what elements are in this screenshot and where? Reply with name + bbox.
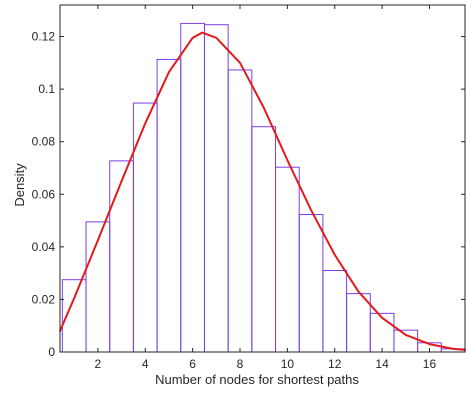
x-tick-label: 2 <box>95 357 102 371</box>
y-tick-label: 0.02 <box>32 292 56 306</box>
histogram-bar-4 <box>132 102 158 353</box>
y-tick-label: 0.12 <box>32 30 56 44</box>
y-tick-label: 0.06 <box>32 187 56 201</box>
histogram-bar-8 <box>227 69 253 353</box>
y-tick-label: 0.1 <box>38 82 55 96</box>
axes: 2 4 6 8 10 12 14 16 0 0.02 0.04 0.06 0.08 0.1 0.12 <box>32 4 466 371</box>
histogram-bar-6 <box>180 22 205 353</box>
histogram-bar-12 <box>322 270 348 353</box>
axis-labels: Number of nodes for shortest paths Densi… <box>12 163 359 387</box>
histogram-bars <box>61 22 466 353</box>
y-tick-label: 0 <box>48 345 55 359</box>
histogram-bar-11 <box>298 214 324 353</box>
histogram-bar-13 <box>346 293 371 353</box>
x-tick-label: 8 <box>237 357 244 371</box>
histogram-bar-7 <box>203 24 229 353</box>
x-tick-label: 12 <box>328 357 342 371</box>
histogram-bar-3 <box>109 160 134 353</box>
plot-frame <box>59 4 466 353</box>
x-tick-label: 14 <box>375 357 389 371</box>
x-tick-label: 10 <box>281 357 295 371</box>
x-tick-label: 4 <box>142 357 149 371</box>
y-axis-label: Density <box>12 163 27 207</box>
histogram-bar-10 <box>275 166 300 353</box>
histogram-bar-9 <box>251 126 277 353</box>
y-tick-label: 0.04 <box>32 240 56 254</box>
x-tick-label: 16 <box>423 357 437 371</box>
histogram-bar-5 <box>156 58 182 353</box>
histogram-bar-15 <box>393 329 419 353</box>
histogram-bar-14 <box>369 312 395 353</box>
density-curve-layer <box>59 31 466 351</box>
density-fit-curve <box>59 31 466 351</box>
y-tick-label: 0.08 <box>32 135 56 149</box>
x-axis-label: Number of nodes for shortest paths <box>155 372 359 387</box>
x-tick-label: 6 <box>189 357 196 371</box>
